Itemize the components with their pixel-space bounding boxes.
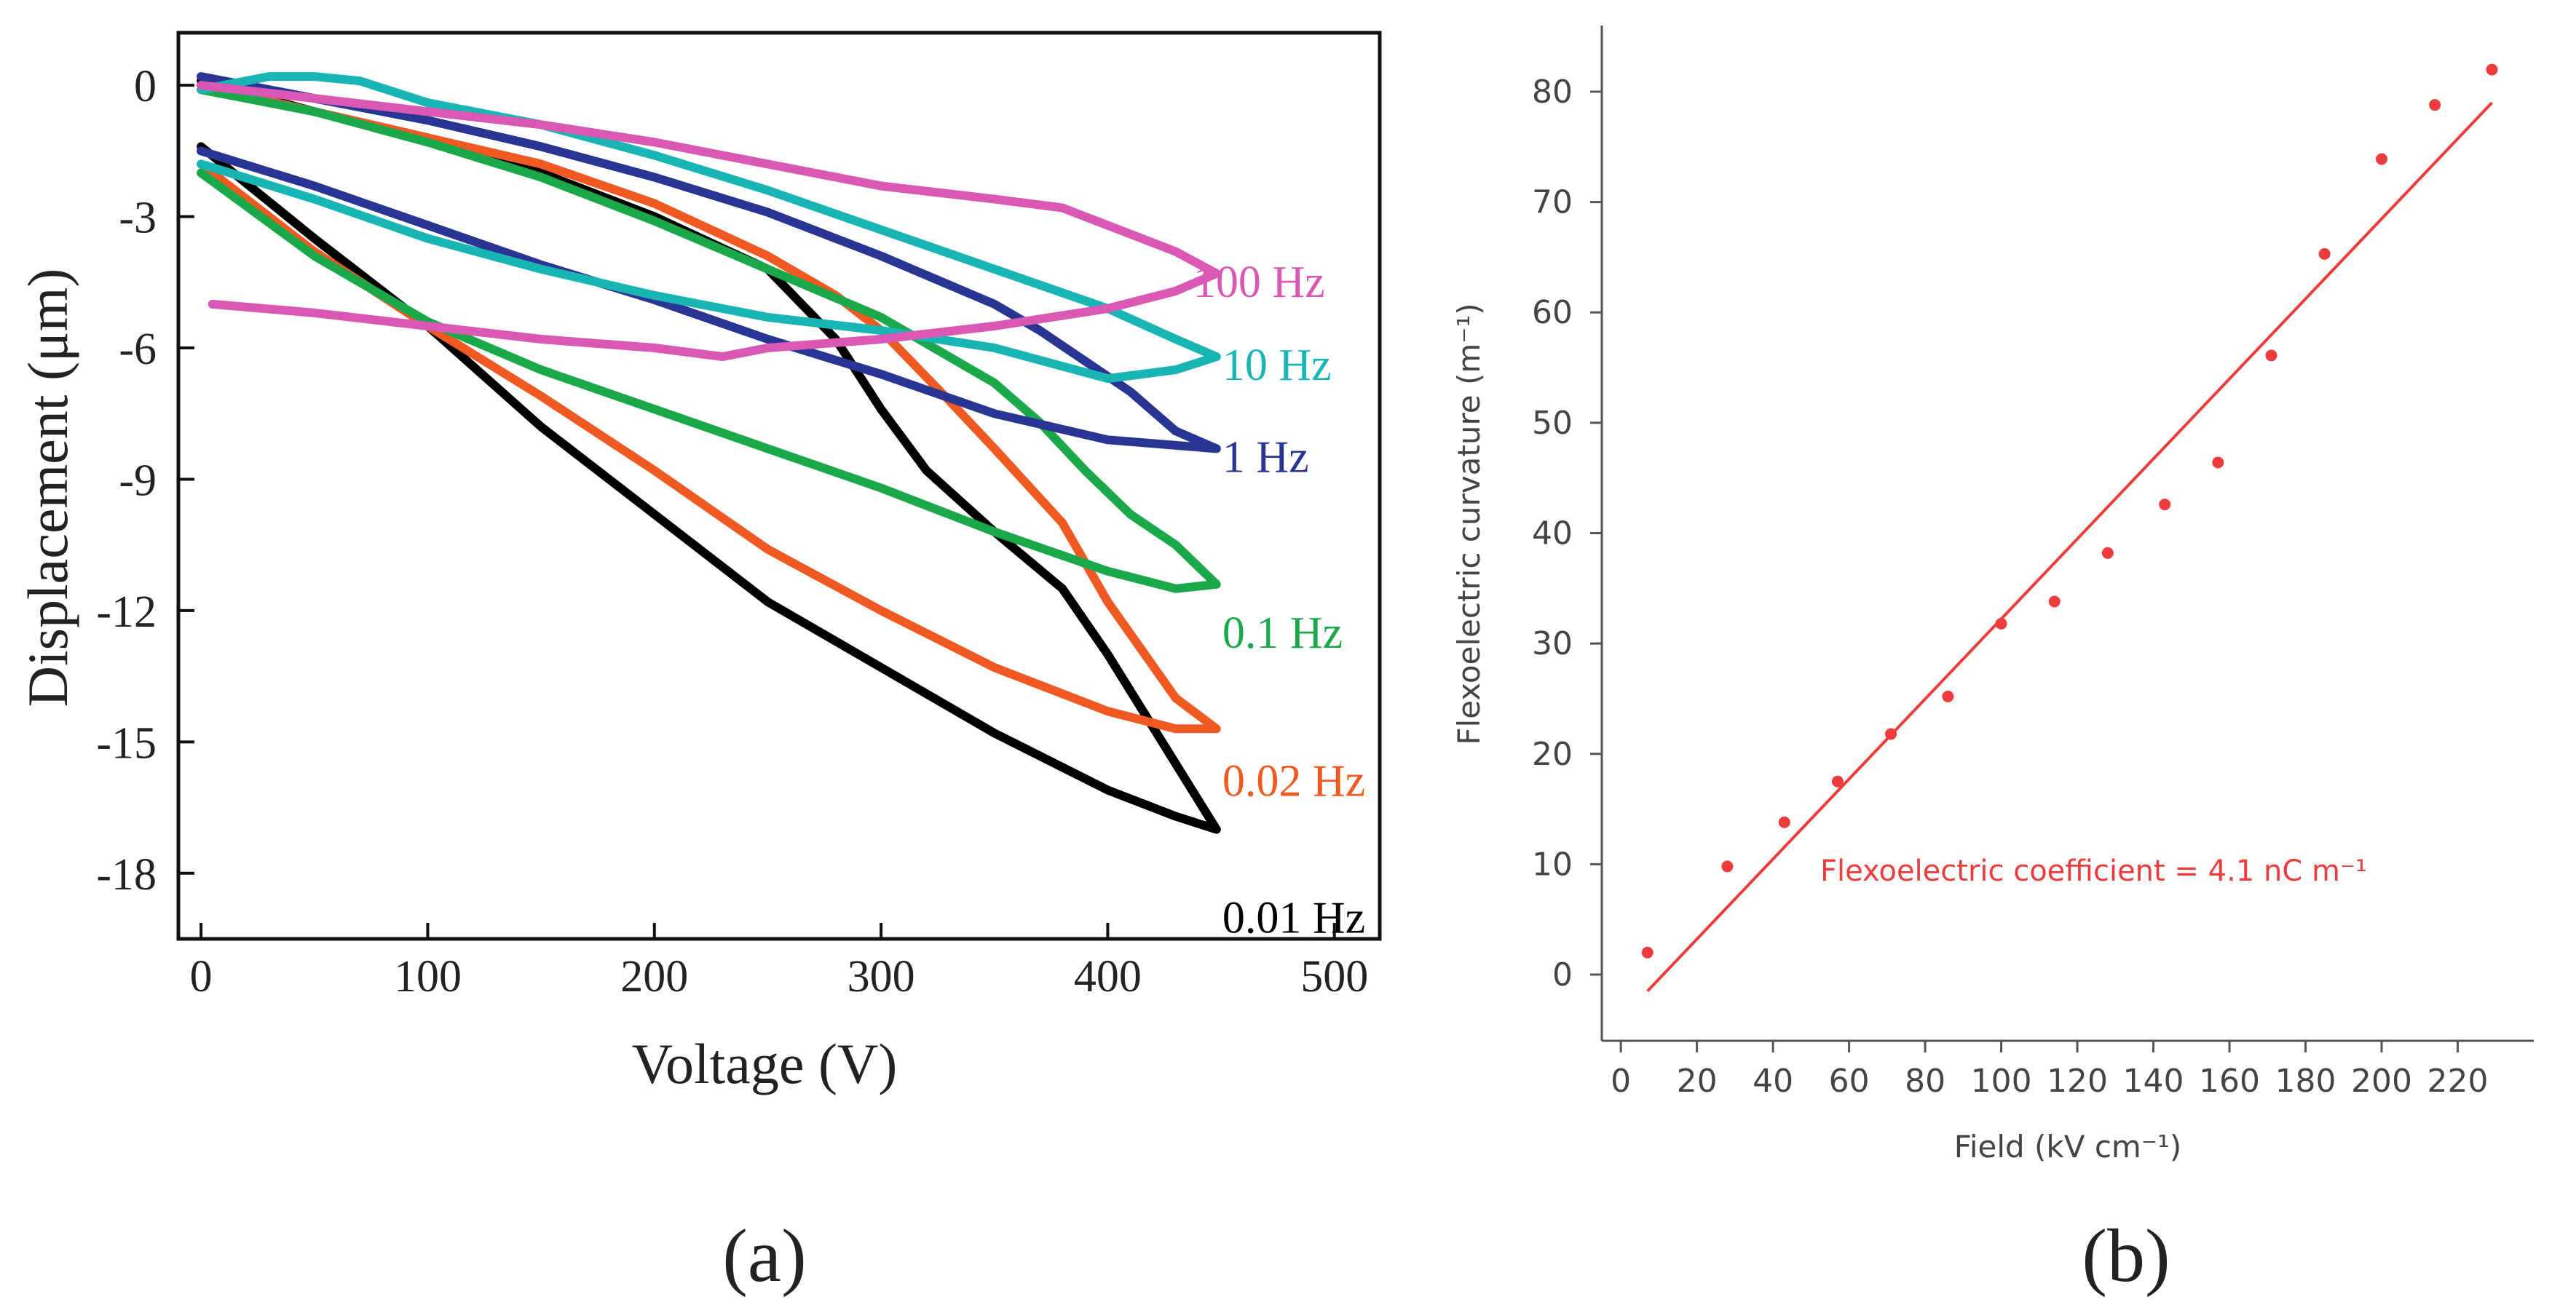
- panel-b-data-point: [2429, 99, 2441, 111]
- panel-b-data-point: [1721, 860, 1734, 873]
- panel-b-x-tick-label: 80: [1905, 1063, 1945, 1100]
- panel-b-data-point: [1942, 690, 1954, 702]
- panel-a-tick-labels: 0 100 200 300 400 500 0 -3 -6 -9 -12 -15 -18: [96, 62, 1368, 1001]
- panel-a-series-label-100-hz: 100 Hz: [1193, 258, 1325, 307]
- panel-a-x-tick-label: 100: [394, 952, 462, 1001]
- panel-b-data-point: [2486, 63, 2498, 76]
- panel-a-label: (a): [722, 1214, 806, 1298]
- panel-a-series-10-hz: [197, 72, 1221, 384]
- panel-b-x-tick-label: 120: [2047, 1063, 2108, 1100]
- panel-b-x-axis-label: Field (kV cm⁻¹): [1954, 1129, 2181, 1165]
- panel-b-x-tick-label: 60: [1829, 1063, 1870, 1100]
- panel-b-y-tick-label: 70: [1532, 184, 1573, 221]
- panel-b-y-tick-label: 30: [1532, 625, 1573, 662]
- panel-a-axis-ticks: [178, 84, 1336, 939]
- panel-a-series-labels: 0.01 Hz 0.02 Hz 0.1 Hz 1 Hz 10 Hz 100 Hz: [1193, 258, 1365, 943]
- panel-b-data-point: [2101, 547, 2114, 559]
- panel-a-chart: 0 100 200 300 400 500 0 -3 -6 -9 -12 -15 -18 0.01 Hz…: [16, 31, 1382, 1298]
- panel-b-data-point: [2376, 153, 2388, 165]
- panel-b-data-point: [1831, 775, 1844, 788]
- panel-b-y-tick-label: 40: [1532, 515, 1573, 552]
- panel-b-label: (b): [2082, 1214, 2170, 1298]
- panel-b-x-tick-label: 0: [1611, 1063, 1631, 1100]
- panel-a-series-label-0p02-hz: 0.02 Hz: [1222, 756, 1365, 806]
- panel-b-y-tick-label: 0: [1552, 956, 1573, 993]
- panel-a-series-0p02-hz: [197, 81, 1221, 734]
- panel-b-data-point: [1778, 816, 1790, 828]
- panel-b-data-point: [1641, 946, 1654, 959]
- panel-b-fit-line: [1646, 101, 2493, 993]
- panel-a-y-tick-label: -18: [96, 850, 157, 900]
- panel-a-series-100-hz: [197, 81, 1221, 362]
- panel-a-x-tick-label: 400: [1074, 952, 1142, 1001]
- panel-b-x-tick-label: 40: [1753, 1063, 1793, 1100]
- panel-a-curves: [197, 72, 1221, 834]
- panel-b-chart: 0 20 40 60 80 100 120 140 160 180 200 220 0 10 20 30 40 5…: [1451, 25, 2534, 1298]
- panel-a-series-label-1-hz: 1 Hz: [1222, 432, 1309, 482]
- panel-b-y-tick-label: 80: [1532, 74, 1573, 111]
- panel-a-y-tick-label: -6: [119, 325, 157, 374]
- panel-a-series-label-10-hz: 10 Hz: [1222, 341, 1332, 390]
- panel-a-x-tick-label: 500: [1300, 952, 1368, 1001]
- panel-b-y-axis-label: Flexoelectric curvature (m⁻¹): [1451, 303, 1487, 745]
- panel-a-y-tick-label: -15: [96, 718, 157, 768]
- panel-b-tick-labels: 0 20 40 60 80 100 120 140 160 180 200 220 0 10 20 30 40 5…: [1532, 74, 2489, 1100]
- panel-a-x-tick-label: 200: [620, 952, 688, 1001]
- panel-a-y-tick-label: 0: [134, 62, 157, 111]
- panel-b-y-tick-label: 50: [1532, 405, 1573, 442]
- panel-a-x-axis-label: Voltage (V): [632, 1032, 898, 1095]
- panel-b-x-tick-label: 160: [2199, 1063, 2260, 1100]
- panel-b-data-point: [2318, 247, 2331, 260]
- panel-a-series-0p1-hz: [197, 85, 1221, 593]
- panel-b-x-tick-label: 180: [2275, 1063, 2336, 1100]
- panel-b-data-point: [2212, 456, 2224, 469]
- panel-a-y-tick-label: -3: [119, 194, 157, 243]
- panel-b-y-tick-label: 60: [1532, 294, 1573, 331]
- panel-b-x-tick-label: 20: [1677, 1063, 1718, 1100]
- panel-a-y-tick-label: -12: [96, 587, 157, 637]
- panel-b-x-tick-label: 140: [2123, 1063, 2184, 1100]
- panel-b-annotation: Flexoelectric coefficient = 4.1 nC m⁻¹: [1820, 854, 2367, 888]
- panel-a-x-tick-label: 0: [190, 952, 213, 1001]
- panel-a-series-label-0p1-hz: 0.1 Hz: [1222, 608, 1343, 658]
- panel-b-y-tick-label: 20: [1532, 736, 1573, 773]
- panel-a-frame: [176, 31, 1382, 941]
- panel-a-x-tick-label: 300: [848, 952, 915, 1001]
- panel-b-y-tick-label: 10: [1532, 846, 1573, 883]
- panel-b-x-tick-label: 200: [2351, 1063, 2412, 1100]
- panel-b-axis-ticks: [1590, 90, 2460, 1052]
- panel-b-data-point: [1995, 617, 2007, 630]
- panel-b-data-point: [2159, 499, 2171, 511]
- panel-a-y-axis-label: Displacement (μm): [16, 269, 79, 707]
- panel-a-y-tick-label: -9: [119, 456, 157, 505]
- panel-b-data-points: [1641, 63, 2498, 959]
- panel-b-data-point: [1885, 728, 1897, 740]
- panel-a-series-label-0p01-hz: 0.01 Hz: [1222, 894, 1365, 943]
- panel-b-x-tick-label: 100: [1971, 1063, 2032, 1100]
- panel-b-data-point: [2265, 349, 2277, 362]
- panel-b-x-tick-label: 220: [2427, 1063, 2489, 1100]
- panel-b-data-point: [2048, 595, 2061, 608]
